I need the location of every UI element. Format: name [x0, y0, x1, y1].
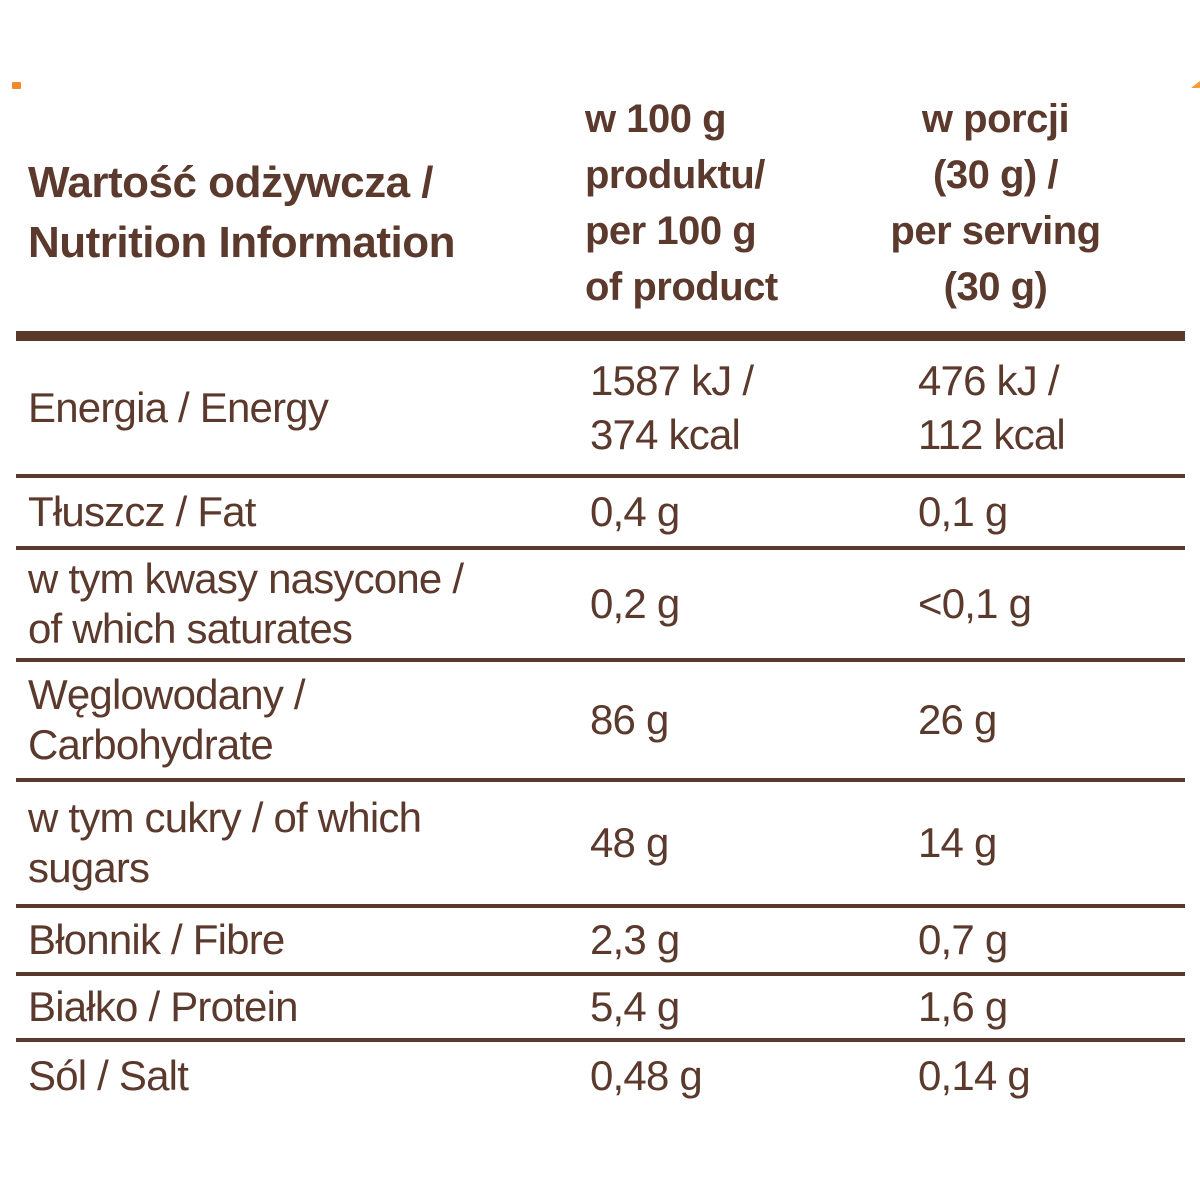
- column-header-per-serving: w porcji (30 g) / per serving (30 g): [890, 0, 1185, 341]
- value-per-100g: 5,4 g: [560, 972, 890, 1038]
- per-100g-header-line: produktu/: [585, 153, 765, 197]
- value-per-100g: 0,4 g: [560, 474, 890, 546]
- value-per-serving: 476 kJ / 112 kcal: [918, 356, 1066, 458]
- per-100g-header-line: of product: [585, 265, 778, 309]
- value-per-100g: 2,3 g: [560, 904, 890, 972]
- value-per-100g: 0,48 g: [560, 1038, 890, 1110]
- value-per-serving: 0,7 g: [890, 904, 1185, 972]
- row-label: Sól / Salt: [16, 1038, 560, 1110]
- row-label: Węglowodany / Carbohydrate: [16, 658, 560, 778]
- row-label: w tym cukry / of which sugars: [16, 778, 560, 904]
- table-title-line-1: Wartość odżywcza /: [28, 158, 434, 207]
- value-per-serving: 14 g: [890, 778, 1185, 904]
- value-per-serving: 0,1 g: [890, 474, 1185, 546]
- value-per-100g: 48 g: [560, 778, 890, 904]
- value-per-serving: 1,6 g: [890, 972, 1185, 1038]
- value-per-100g: 86 g: [560, 658, 890, 778]
- row-label: Białko / Protein: [16, 972, 560, 1038]
- table-title: Wartość odżywcza / Nutrition Information: [16, 0, 560, 341]
- per-100g-header-line: w 100 g: [585, 97, 727, 141]
- orange-speck-left-icon: [12, 82, 21, 89]
- per-serving-header-line: (30 g) /: [933, 153, 1058, 197]
- table-title-line-2: Nutrition Information: [28, 218, 456, 267]
- per-serving-header-line: (30 g): [943, 265, 1048, 309]
- column-header-per-100g: w 100 g produktu/ per 100 g of product: [560, 0, 890, 341]
- nutrition-table: Wartość odżywcza / Nutrition Information…: [16, 0, 1185, 1110]
- orange-speck-right-icon: [1191, 81, 1200, 88]
- per-serving-header-line: per serving: [890, 209, 1101, 253]
- value-per-serving: 26 g: [890, 658, 1185, 778]
- value-per-serving: 0,14 g: [890, 1038, 1185, 1110]
- row-label: Energia / Energy: [28, 383, 329, 431]
- row-label: Tłuszcz / Fat: [16, 474, 560, 546]
- value-per-serving: <0,1 g: [890, 546, 1185, 658]
- value-per-100g: 1587 kJ / 374 kcal: [590, 356, 754, 458]
- row-label: w tym kwasy nasycone / of which saturate…: [16, 546, 560, 658]
- per-serving-header-line: w porcji: [921, 97, 1070, 141]
- row-label: Błonnik / Fibre: [16, 904, 560, 972]
- per-100g-header-line: per 100 g: [585, 209, 757, 253]
- value-per-100g: 0,2 g: [560, 546, 890, 658]
